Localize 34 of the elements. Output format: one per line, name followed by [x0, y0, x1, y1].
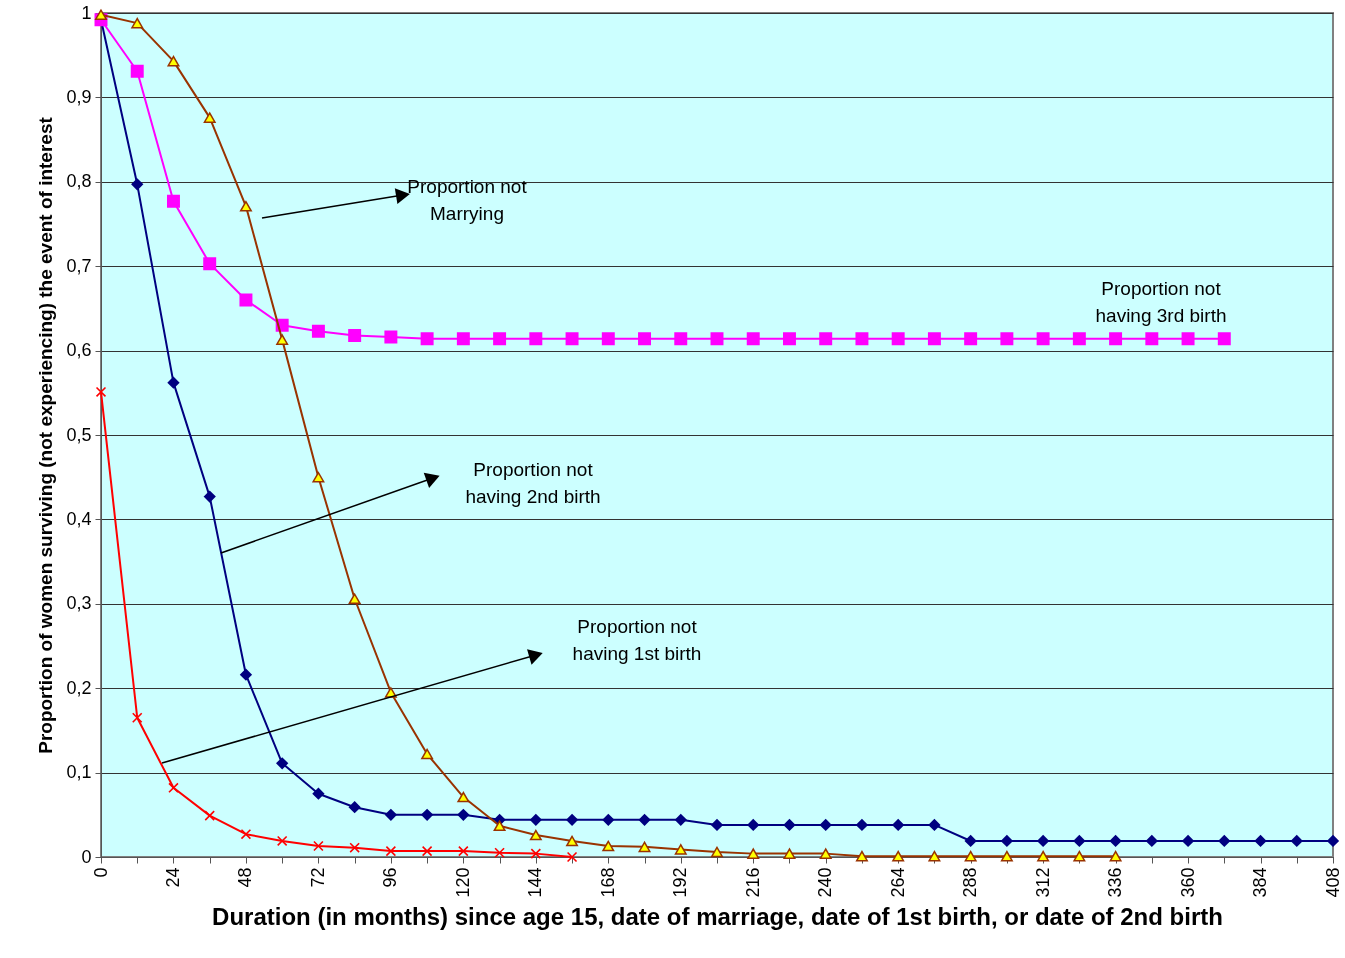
x-tick-label: 408: [1322, 867, 1343, 898]
annotation: Proportion not having 3rd birth: [1095, 278, 1227, 326]
x-tick-label: 264: [887, 867, 908, 898]
x-tick-label: 192: [670, 867, 691, 898]
y-tick-label: 0,9: [66, 86, 92, 107]
annotation: Proportion not having 1st birth: [572, 616, 702, 664]
y-tick-label: 0,1: [66, 762, 92, 783]
y-axis-title: Proportion of women surviving (not experiencing) the event of interest: [35, 116, 57, 754]
x-tick-label: 216: [742, 867, 763, 898]
y-tick-label: 0: [81, 846, 92, 867]
y-tick-label: 0,8: [66, 171, 92, 192]
x-tick-label: 72: [307, 867, 328, 888]
y-tick-label: 0,5: [66, 424, 92, 445]
x-tick-label: 240: [815, 867, 836, 898]
x-tick-label: 288: [960, 867, 981, 898]
x-tick-label: 48: [235, 867, 256, 888]
x-tick-label: 384: [1250, 867, 1271, 898]
y-tick-label: 0,2: [66, 677, 92, 698]
x-tick-label: 24: [162, 867, 183, 888]
x-tick-label: 336: [1105, 867, 1126, 898]
annotation: Proportion not having 2nd birth: [465, 459, 601, 507]
x-tick-label: 144: [525, 867, 546, 898]
x-tick-label: 96: [380, 867, 401, 888]
y-tick-label: 0,3: [66, 593, 92, 614]
y-tick-label: 0,4: [66, 508, 92, 529]
y-tick-label: 0,7: [66, 255, 92, 276]
x-tick-label: 312: [1032, 867, 1053, 898]
x-tick-label: 120: [452, 867, 473, 898]
x-tick-label: 168: [597, 867, 618, 898]
x-axis-title: Duration (in months) since age 15, date of marriage, date of 1st birth, or date of 2nd birth: [212, 902, 1223, 930]
x-tick-label: 0: [90, 867, 111, 878]
x-tick-label: 360: [1177, 867, 1198, 898]
y-tick-label: 1: [81, 2, 92, 23]
y-tick-label: 0,6: [66, 340, 92, 361]
